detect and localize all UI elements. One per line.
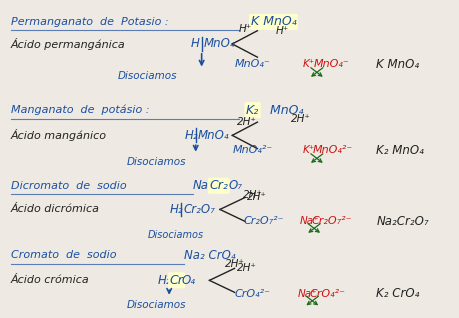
Text: CrO₄²⁻: CrO₄²⁻ (234, 289, 270, 299)
Text: Cr: Cr (169, 274, 183, 287)
Text: H⁺: H⁺ (239, 24, 252, 34)
Text: MnO₄²⁻: MnO₄²⁻ (232, 146, 272, 156)
Text: Disociamos: Disociamos (127, 300, 186, 310)
Text: Manganato  de  potásio :: Manganato de potásio : (11, 105, 149, 115)
Text: Ácido crómica: Ácido crómica (11, 275, 89, 285)
Text: 2H⁺: 2H⁺ (247, 192, 267, 202)
Text: K MnO₄: K MnO₄ (375, 58, 419, 71)
Text: Disociamos: Disociamos (118, 72, 177, 81)
Text: O₄: O₄ (182, 274, 196, 287)
Text: K⁺: K⁺ (302, 59, 314, 69)
Text: MnO₄: MnO₄ (203, 38, 235, 51)
Text: Cromato  de  sodio: Cromato de sodio (11, 250, 116, 260)
Text: 2H⁺: 2H⁺ (236, 117, 256, 127)
Text: Na₂ CrO₄: Na₂ CrO₄ (184, 249, 235, 262)
Text: 2H⁺: 2H⁺ (236, 263, 256, 273)
Text: K₂: K₂ (246, 104, 259, 117)
Text: Cr₂O₇²⁻: Cr₂O₇²⁻ (243, 217, 284, 226)
Text: Na⁺: Na⁺ (297, 289, 317, 299)
Text: H₂: H₂ (157, 274, 171, 287)
Text: K MnO₄: K MnO₄ (250, 15, 296, 28)
Text: Ácido dicrómica: Ácido dicrómica (11, 204, 99, 214)
Text: Disociamos: Disociamos (147, 230, 203, 240)
Text: Ácido permangánica: Ácido permangánica (11, 38, 125, 50)
Text: Cr₂O₇²⁻: Cr₂O₇²⁻ (311, 217, 351, 226)
Text: 2H⁺: 2H⁺ (224, 259, 244, 269)
Text: H₂: H₂ (169, 203, 183, 216)
Text: Cr₂O₇: Cr₂O₇ (183, 203, 215, 216)
Text: Disociamos: Disociamos (127, 156, 186, 167)
Text: Cr₂: Cr₂ (209, 179, 228, 192)
Text: Na₂: Na₂ (192, 179, 213, 192)
Text: Na⁺: Na⁺ (299, 217, 319, 226)
Text: O₇: O₇ (228, 179, 241, 192)
Text: K₂ MnO₄: K₂ MnO₄ (375, 144, 423, 157)
Text: MnO₄⁻: MnO₄⁻ (313, 59, 348, 69)
Text: MnO₄: MnO₄ (265, 104, 302, 117)
Text: MnO₄²⁻: MnO₄²⁻ (312, 146, 352, 156)
Text: K⁺: K⁺ (302, 146, 314, 156)
Text: Permanganato  de  Potasio :: Permanganato de Potasio : (11, 17, 168, 27)
Text: MnO₄: MnO₄ (197, 129, 229, 142)
Text: Dicromato  de  sodio: Dicromato de sodio (11, 181, 126, 191)
Text: 2H⁺: 2H⁺ (242, 190, 262, 200)
Text: 2H⁺: 2H⁺ (290, 114, 310, 124)
Text: K₂ CrO₄: K₂ CrO₄ (375, 287, 419, 301)
Text: H⁺: H⁺ (275, 26, 288, 36)
Text: H: H (191, 38, 200, 51)
Text: H₂: H₂ (184, 129, 197, 142)
Text: Na₂Cr₂O₇: Na₂Cr₂O₇ (375, 215, 428, 228)
Text: CrO₄²⁻: CrO₄²⁻ (309, 289, 345, 299)
Text: MnO₄⁻: MnO₄⁻ (234, 59, 270, 69)
Text: Ácido mangánico: Ácido mangánico (11, 129, 106, 142)
